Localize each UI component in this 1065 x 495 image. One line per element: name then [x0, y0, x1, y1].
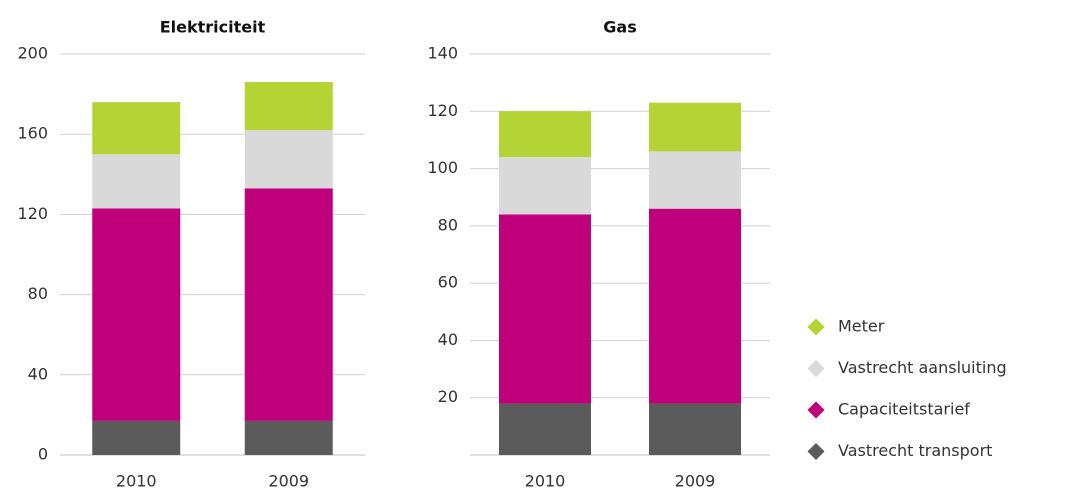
y-tick-label: 80	[28, 284, 48, 303]
chart-title: Elektriciteit	[160, 18, 266, 37]
y-tick-label: 20	[438, 387, 458, 406]
bar-segment	[499, 111, 591, 158]
y-tick-label: 0	[38, 445, 48, 464]
y-tick-label: 120	[17, 204, 48, 223]
legend-label: Vastrecht aansluiting	[838, 358, 1007, 377]
bar-segment	[499, 157, 591, 215]
legend-swatch	[807, 401, 825, 419]
y-tick-label: 200	[17, 44, 48, 63]
x-tick-label: 2010	[116, 472, 157, 491]
bar-segment	[649, 208, 741, 404]
x-tick-label: 2010	[525, 472, 566, 491]
legend-swatch	[807, 318, 825, 336]
y-tick-label: 100	[427, 158, 458, 177]
bar-segment	[244, 82, 333, 131]
bar-segment	[92, 420, 181, 455]
bar-segment	[649, 102, 741, 152]
bar-segment	[244, 130, 333, 189]
y-tick-label: 40	[28, 364, 48, 383]
bar-segment	[499, 214, 591, 404]
y-tick-label: 140	[427, 44, 458, 63]
bar-segment	[649, 151, 741, 209]
bar-segment	[244, 188, 333, 421]
y-tick-label: 60	[438, 273, 458, 292]
legend-label: Meter	[838, 317, 885, 336]
y-tick-label: 80	[438, 215, 458, 234]
y-tick-label: 40	[438, 330, 458, 349]
y-tick-label: 160	[17, 124, 48, 143]
bar-segment	[649, 403, 741, 455]
y-tick-label: 120	[427, 101, 458, 120]
bar-segment	[92, 208, 181, 421]
legend-swatch	[807, 443, 825, 460]
x-tick-label: 2009	[268, 472, 309, 491]
legend-label: Vastrecht transport	[838, 441, 992, 460]
bar-segment	[244, 420, 333, 455]
bar-segment	[92, 154, 181, 209]
bar-segment	[499, 403, 591, 455]
chart-title: Gas	[603, 18, 636, 37]
x-tick-label: 2009	[675, 472, 716, 491]
legend-swatch	[807, 360, 825, 377]
bar-segment	[92, 102, 181, 155]
legend-label: Capaciteitstarief	[838, 400, 970, 419]
